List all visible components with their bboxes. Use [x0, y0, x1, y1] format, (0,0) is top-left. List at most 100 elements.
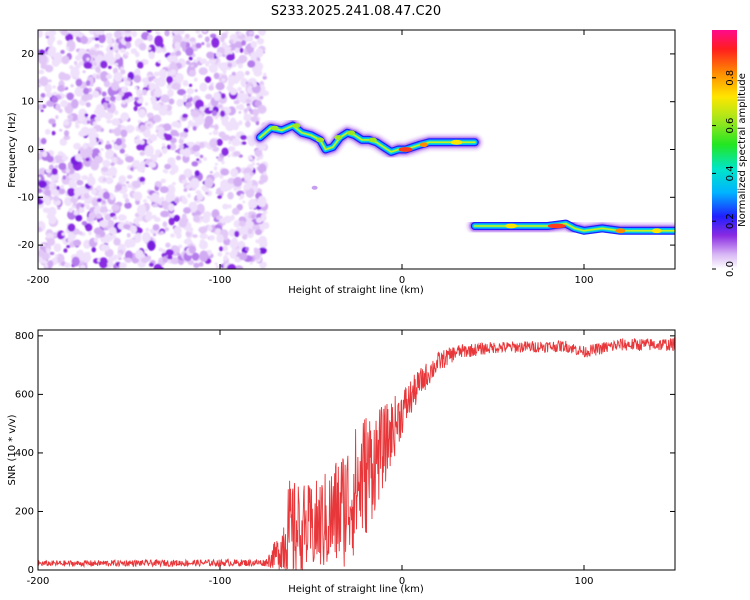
noise-speckle: [45, 91, 53, 98]
noise-speckle: [134, 51, 140, 58]
noise-speckle: [210, 124, 215, 128]
noise-speckle: [59, 128, 63, 132]
noise-speckle: [245, 187, 255, 198]
noise-speckle: [221, 160, 225, 165]
noise-speckle: [99, 207, 109, 214]
noise-speckle: [119, 48, 126, 54]
noise-speckle: [198, 226, 208, 234]
noise-speckle: [100, 70, 109, 82]
noise-speckle: [61, 232, 66, 236]
noise-speckle: [173, 226, 182, 236]
noise-speckle: [249, 156, 253, 161]
noise-speckle: [158, 247, 163, 252]
noise-speckle: [186, 125, 191, 129]
noise-speckle: [114, 110, 119, 116]
colorbar-tick-label: 0.2: [725, 213, 736, 229]
noise-speckle: [153, 77, 160, 83]
noise-speckle: [66, 46, 70, 51]
noise-speckle: [124, 239, 132, 248]
colorbar-tick-label: 0.4: [725, 165, 736, 181]
noise-speckle: [113, 71, 123, 82]
noise-speckle: [174, 41, 182, 49]
noise-speckle: [227, 191, 234, 200]
noise-speckle: [61, 55, 70, 65]
noise-speckle: [92, 121, 98, 126]
snr-x-axis-label: Height of straight line (km): [288, 584, 424, 595]
noise-speckle: [245, 246, 249, 252]
noise-speckle: [86, 57, 90, 61]
noise-speckle: [135, 89, 143, 95]
noise-speckle: [94, 37, 100, 41]
noise-speckle: [229, 250, 237, 259]
noise-speckle: [52, 195, 60, 202]
noise-speckle: [63, 86, 67, 89]
noise-speckle: [163, 133, 168, 138]
noise-speckle: [140, 255, 150, 264]
noise-speckle: [256, 157, 260, 161]
noise-speckle: [94, 43, 100, 48]
noise-speckle: [58, 71, 66, 81]
noise-speckle: [44, 128, 51, 135]
noise-speckle: [134, 232, 142, 239]
noise-speckle: [262, 75, 267, 80]
spectrogram-y-tick-label: 20: [21, 49, 34, 60]
noise-speckle: [118, 175, 127, 184]
noise-speckle: [103, 79, 111, 88]
noise-speckle: [124, 80, 131, 87]
noise-speckle: [160, 94, 170, 103]
noise-speckle: [66, 92, 74, 101]
noise-speckle: [38, 169, 43, 175]
noise-speckle: [99, 230, 106, 238]
noise-speckle: [114, 53, 121, 60]
noise-speckle: [171, 30, 181, 35]
noise-speckle: [233, 100, 240, 105]
noise-speckle: [221, 147, 229, 156]
noise-speckle: [199, 58, 208, 65]
noise-speckle: [156, 198, 163, 205]
noise-speckle: [206, 42, 211, 48]
trace-hotspot: [316, 137, 325, 143]
noise-speckle: [40, 137, 47, 145]
noise-speckle: [236, 104, 240, 110]
noise-speckle: [196, 56, 202, 61]
noise-speckle: [175, 155, 182, 161]
noise-speckle: [131, 241, 135, 245]
noise-speckle: [220, 32, 228, 39]
noise-speckle: [196, 158, 200, 162]
noise-speckle: [185, 60, 191, 65]
noise-speckle: [195, 42, 202, 49]
snr-x-tick-label: 100: [574, 576, 593, 587]
noise-speckle: [205, 190, 213, 197]
noise-speckle: [231, 237, 238, 243]
noise-speckle: [199, 154, 204, 159]
noise-speckle: [125, 41, 132, 49]
noise-speckle: [171, 182, 176, 186]
noise-speckle: [53, 243, 62, 252]
colorbar-tick-label: 0.8: [725, 70, 736, 86]
noise-speckle: [221, 41, 227, 49]
noise-speckle: [93, 237, 99, 243]
noise-speckle: [38, 69, 45, 75]
noise-speckle: [134, 97, 139, 101]
noise-speckle: [253, 69, 263, 77]
noise-speckle: [130, 224, 138, 234]
colorbar: 0.0 0.2 0.4 0.6 0.8 Normalized spectral ampl…: [712, 30, 748, 277]
snr-series-line: [38, 336, 675, 570]
noise-speckle: [182, 113, 188, 119]
noise-speckle: [173, 214, 181, 222]
noise-speckle: [148, 262, 154, 267]
noise-speckle: [105, 74, 113, 80]
noise-speckle: [234, 257, 242, 263]
noise-speckle: [98, 257, 109, 269]
noise-speckle: [144, 214, 153, 222]
noise-speckle: [97, 258, 101, 263]
noise-speckle: [204, 76, 212, 83]
trace-hotspot: [505, 223, 518, 229]
trace-hotspot: [651, 228, 662, 234]
noise-speckle: [45, 209, 49, 214]
noise-speckle: [77, 113, 86, 124]
noise-speckle: [49, 251, 55, 256]
noise-speckle: [103, 112, 114, 120]
